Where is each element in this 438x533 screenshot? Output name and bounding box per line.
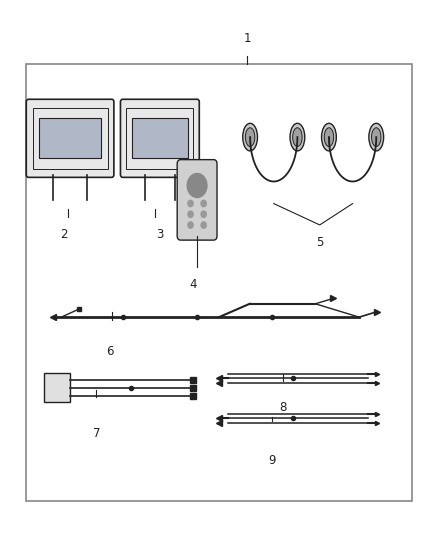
FancyBboxPatch shape bbox=[177, 160, 217, 240]
Ellipse shape bbox=[245, 128, 255, 147]
FancyBboxPatch shape bbox=[26, 99, 114, 177]
Ellipse shape bbox=[369, 123, 384, 151]
FancyBboxPatch shape bbox=[44, 373, 70, 402]
Text: 3: 3 bbox=[156, 228, 163, 241]
Circle shape bbox=[201, 200, 206, 207]
Text: 7: 7 bbox=[92, 427, 100, 440]
Text: 6: 6 bbox=[106, 345, 113, 358]
Text: 9: 9 bbox=[268, 454, 276, 467]
Text: 2: 2 bbox=[60, 228, 67, 241]
Ellipse shape bbox=[324, 128, 334, 147]
Text: 8: 8 bbox=[279, 401, 286, 414]
Ellipse shape bbox=[321, 123, 336, 151]
Circle shape bbox=[188, 222, 193, 228]
FancyBboxPatch shape bbox=[26, 64, 412, 501]
Circle shape bbox=[201, 222, 206, 228]
Ellipse shape bbox=[293, 128, 302, 147]
Ellipse shape bbox=[371, 128, 381, 147]
Circle shape bbox=[201, 211, 206, 217]
Text: 1: 1 bbox=[244, 33, 251, 45]
Text: 5: 5 bbox=[316, 236, 323, 248]
FancyBboxPatch shape bbox=[132, 118, 188, 158]
Ellipse shape bbox=[243, 123, 258, 151]
FancyBboxPatch shape bbox=[39, 118, 101, 158]
Circle shape bbox=[188, 200, 193, 207]
Text: 4: 4 bbox=[189, 278, 197, 291]
Ellipse shape bbox=[290, 123, 305, 151]
FancyBboxPatch shape bbox=[120, 99, 199, 177]
Circle shape bbox=[187, 173, 207, 197]
Circle shape bbox=[188, 211, 193, 217]
